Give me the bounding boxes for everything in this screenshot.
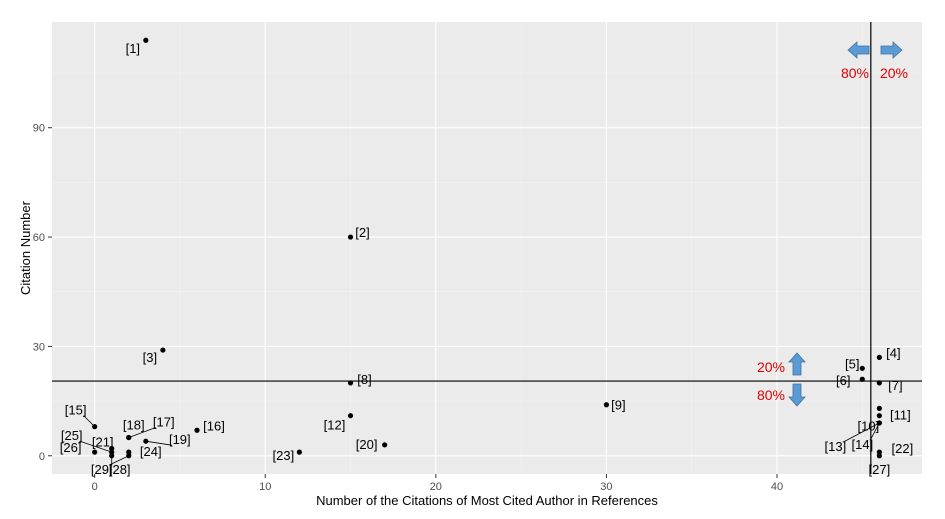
split-annotations: 80% 20% 20% 80% (757, 41, 908, 407)
data-point (347, 234, 354, 240)
data-label: [27] (869, 462, 891, 477)
data-point (109, 445, 115, 452)
data-label: [25] (61, 428, 83, 443)
x-tick-label: 10 (259, 481, 271, 493)
y-tick-label: 60 (33, 232, 45, 244)
data-label: [29] (91, 462, 113, 477)
leader-line (869, 422, 880, 441)
data-label: [22] (892, 441, 914, 456)
data-label: [16] (203, 418, 225, 433)
data-point (876, 380, 882, 386)
data-point (92, 424, 98, 430)
data-label: [28] (109, 462, 131, 477)
data-point (126, 453, 132, 459)
data-label: [1] (126, 41, 140, 56)
data-point (876, 405, 882, 411)
grid (52, 22, 922, 474)
leader-line (128, 427, 156, 438)
data-label: [12] (324, 418, 346, 433)
plot-panel (52, 22, 922, 474)
arrow-down-icon (788, 383, 806, 407)
data-label: [18] (123, 418, 145, 433)
data-label: [20] (356, 437, 378, 452)
data-point (876, 413, 882, 419)
x-tick-label: 0 (92, 481, 98, 493)
data-label: [26] (60, 440, 82, 455)
data-points (92, 37, 882, 459)
data-point (143, 37, 149, 43)
leader-line (145, 440, 172, 446)
data-label: [8] (357, 372, 371, 387)
data-point (603, 402, 610, 408)
data-point (347, 380, 354, 386)
data-point (876, 449, 882, 455)
data-point (859, 365, 865, 371)
upper-percent-label: 20% (757, 359, 785, 375)
data-point (126, 434, 132, 441)
data-label: [11] (890, 408, 911, 423)
data-label: [6] (836, 373, 850, 388)
data-point (876, 354, 882, 360)
data-point (126, 449, 132, 455)
data-label: [2] (355, 225, 369, 240)
data-point (876, 420, 882, 426)
data-label: [15] (65, 403, 87, 418)
data-label: [23] (273, 448, 295, 463)
data-point (143, 438, 149, 444)
leader-line (843, 422, 880, 443)
y-tick-label: 90 (33, 123, 45, 135)
data-label: [10] (858, 418, 880, 433)
data-point (382, 442, 388, 448)
x-tick-label: 40 (771, 481, 783, 493)
data-point (109, 453, 115, 459)
leader-line (79, 440, 112, 453)
reference-lines (52, 22, 922, 474)
leader-line (109, 455, 129, 466)
data-point (109, 449, 115, 455)
arrow-up-icon (788, 352, 806, 376)
data-point (194, 427, 200, 433)
data-label: [4] (886, 345, 900, 360)
x-tick-label: 30 (600, 481, 612, 493)
data-point (296, 449, 302, 455)
data-point (347, 413, 354, 419)
x-tick-label: 20 (430, 481, 442, 493)
data-point (859, 376, 865, 382)
axes: 0 10 20 30 40 0 30 60 90 (33, 123, 783, 493)
data-label: [19] (169, 432, 191, 447)
data-label: [7] (888, 378, 902, 393)
data-label: [5] (845, 356, 859, 371)
left-percent-label: 80% (841, 65, 869, 81)
data-label: [24] (140, 444, 162, 459)
data-labels: [1] [2] [3] [4] [5] [6] [7] [8] [9] [10] [11] [12] [… (60, 41, 913, 477)
data-point (92, 449, 98, 455)
data-point (876, 453, 882, 459)
y-axis-title: Citation Number (18, 200, 33, 295)
y-tick-label: 30 (33, 341, 45, 353)
data-label: [13] (825, 439, 847, 454)
data-label: [14] (852, 437, 874, 452)
data-label: [17] (153, 415, 175, 430)
data-label: [9] (611, 398, 625, 413)
right-percent-label: 20% (880, 65, 908, 81)
data-label: [21] (92, 434, 114, 449)
arrow-right-icon (880, 41, 903, 59)
y-tick-label: 0 (39, 451, 45, 463)
data-label: [3] (143, 350, 157, 365)
x-axis-title: Number of the Citations of Most Cited Au… (316, 493, 658, 508)
data-point (160, 347, 166, 353)
lower-percent-label: 80% (757, 387, 785, 403)
arrow-left-icon (847, 41, 870, 59)
